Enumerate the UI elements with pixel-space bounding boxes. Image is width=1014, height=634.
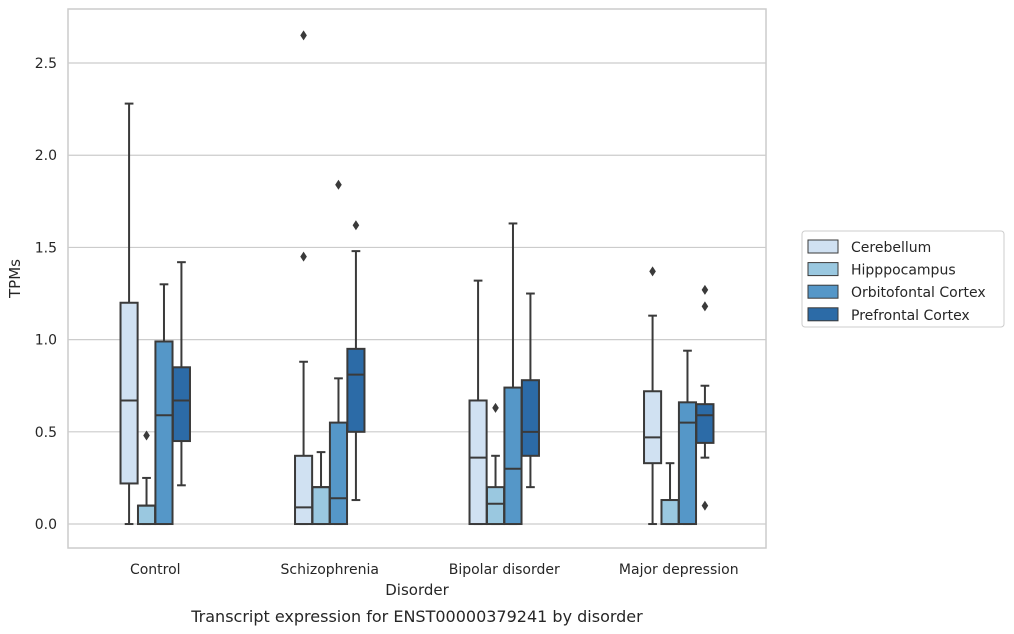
box-body — [503, 386, 523, 526]
x-axis-label: Disorder — [385, 581, 449, 599]
box-group — [677, 349, 698, 526]
box-body — [136, 504, 157, 526]
box-body — [520, 379, 540, 457]
box-body — [346, 347, 366, 433]
box-group — [695, 284, 715, 511]
legend-label: Orbitofontal Cortex — [851, 285, 986, 301]
outlier-point — [300, 30, 307, 41]
outlier-point — [649, 266, 656, 277]
y-tick-label: 0.5 — [35, 425, 57, 441]
box-group — [328, 179, 349, 526]
box-body — [643, 390, 663, 465]
y-tick-label: 2.0 — [35, 148, 57, 164]
box-group — [171, 261, 191, 487]
legend-swatch — [807, 262, 839, 277]
plot-frame — [67, 8, 767, 549]
box-body — [328, 421, 349, 526]
legend-item: Cerebellum — [807, 239, 931, 256]
box-body — [677, 401, 698, 526]
x-tick-labels: Control Schizophrenia Bipolar disorder Majo… — [130, 562, 739, 578]
box-group — [660, 462, 680, 526]
legend-frame — [801, 230, 1005, 328]
legend-item: Prefrontal Cortex — [807, 307, 970, 324]
outlier-point — [701, 500, 709, 511]
box-group — [346, 220, 366, 502]
y-tick-label: 2.5 — [35, 56, 57, 72]
outlier-point — [300, 251, 307, 262]
legend: Cerebellum Hipppocampus Orbitofontal Corte… — [801, 230, 1005, 328]
y-tick-label: 1.5 — [35, 240, 57, 256]
x-tick-label: Control — [130, 562, 181, 578]
box-group — [311, 451, 331, 526]
box-body — [468, 399, 488, 526]
box-group — [119, 102, 139, 526]
outlier-point — [492, 402, 499, 413]
y-tick-label: 0.0 — [35, 517, 57, 533]
outlier-point — [352, 220, 360, 231]
legend-swatch — [807, 239, 839, 254]
box-body — [154, 340, 174, 526]
y-axis-label: TPMs — [6, 259, 24, 299]
x-tick-label: Major depression — [619, 562, 739, 578]
box-group — [503, 222, 523, 526]
outlier-point — [335, 179, 342, 190]
legend-item: Orbitofontal Cortex — [807, 284, 986, 301]
box-body — [660, 499, 680, 526]
box-group — [520, 292, 540, 489]
x-tick-label: Bipolar disorder — [449, 562, 560, 578]
outlier-point — [701, 301, 709, 312]
box-body — [119, 301, 139, 485]
box-group — [294, 30, 314, 526]
y-tick-label: 1.0 — [35, 333, 57, 349]
box-group — [154, 283, 174, 526]
outlier-point — [143, 430, 150, 441]
x-tick-label: Schizophrenia — [281, 562, 379, 578]
box-group — [485, 402, 506, 526]
box-body — [294, 454, 314, 526]
box-group — [136, 430, 157, 526]
box-body — [311, 486, 331, 526]
legend-item: Hipppocampus — [807, 262, 956, 279]
box-body — [171, 366, 191, 443]
box-marks — [119, 30, 715, 526]
legend-label: Cerebellum — [851, 240, 931, 256]
legend-swatch — [807, 307, 839, 322]
box-group — [643, 266, 663, 526]
y-tick-labels: 0.0 0.5 1.0 1.5 2.0 2.5 — [35, 56, 57, 533]
box-group — [468, 279, 488, 526]
chart-caption: Transcript expression for ENST0000037924… — [190, 607, 643, 626]
outlier-point — [701, 284, 709, 295]
legend-label: Prefrontal Cortex — [851, 308, 970, 324]
legend-label: Hipppocampus — [851, 263, 956, 279]
legend-swatch — [807, 284, 839, 299]
box-body — [485, 486, 506, 526]
box-body — [695, 403, 715, 444]
legend-items: Cerebellum Hipppocampus Orbitofontal Corte… — [807, 239, 986, 324]
